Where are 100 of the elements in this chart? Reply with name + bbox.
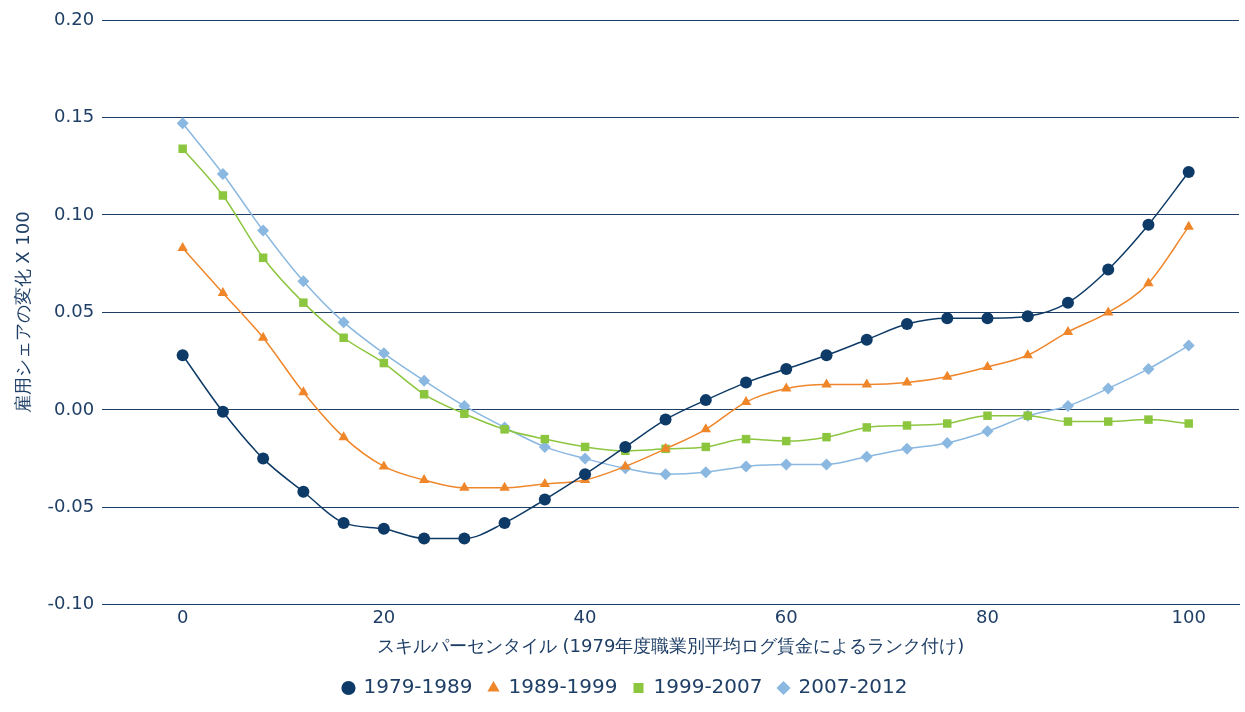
- point: [176, 349, 189, 362]
- y-tick-label: -0.10: [47, 592, 95, 614]
- point: [901, 442, 914, 455]
- point: [1061, 296, 1074, 309]
- point: [538, 493, 551, 506]
- point: [419, 390, 429, 399]
- point: [297, 275, 310, 288]
- point: [418, 474, 430, 484]
- point: [820, 349, 833, 362]
- point: [299, 298, 308, 307]
- point: [298, 386, 309, 396]
- x-tick-label: 20: [372, 606, 396, 628]
- point: [782, 436, 791, 446]
- point: [1062, 325, 1074, 335]
- point: [257, 224, 270, 237]
- point: [216, 168, 229, 180]
- point: [902, 421, 912, 430]
- point: [458, 532, 471, 545]
- point: [177, 242, 188, 252]
- point: [1061, 399, 1074, 412]
- point: [178, 144, 187, 153]
- point: [659, 468, 672, 481]
- point: [860, 450, 873, 463]
- point: [499, 481, 510, 491]
- y-tick-label: 0.05: [54, 300, 95, 322]
- point: [1021, 310, 1034, 323]
- point: [943, 419, 952, 428]
- y-axis-title: 雇用シェアの変化 X 100: [12, 211, 34, 414]
- x-axis-title: スキルパーセンタイル (1979年度職業別平均ログ賃金によるランク付け): [376, 634, 965, 656]
- point: [699, 394, 712, 407]
- point: [780, 362, 793, 375]
- point: [1143, 277, 1154, 287]
- point: [217, 286, 229, 296]
- point: [740, 396, 752, 406]
- x-tick-label: 0: [176, 606, 189, 628]
- legend-label: 1979-1989: [363, 674, 473, 699]
- point: [860, 333, 873, 346]
- point: [1142, 362, 1155, 375]
- legend-label: 1989-1999: [508, 674, 618, 699]
- point: [659, 413, 672, 426]
- point: [579, 452, 592, 465]
- point: [378, 460, 390, 470]
- point: [339, 333, 348, 342]
- point: [1022, 349, 1033, 359]
- point: [821, 378, 832, 388]
- y-tick-label: 0.00: [54, 397, 95, 419]
- point: [862, 423, 872, 432]
- point: [740, 460, 753, 473]
- point: [257, 452, 270, 465]
- point: [337, 316, 350, 329]
- point: [820, 458, 833, 471]
- point: [218, 191, 228, 200]
- point: [619, 440, 632, 453]
- point: [1063, 417, 1073, 426]
- x-tick-label: 60: [774, 606, 798, 628]
- point: [942, 370, 953, 380]
- point: [377, 347, 390, 360]
- point: [1183, 220, 1194, 230]
- point: [981, 312, 994, 325]
- point: [780, 458, 793, 471]
- y-tick-label: 0.20: [54, 7, 95, 29]
- point: [337, 516, 350, 529]
- point: [500, 425, 509, 434]
- point: [901, 318, 914, 331]
- point: [982, 360, 993, 370]
- legend-label: 1999-2007: [653, 674, 763, 699]
- point: [257, 331, 269, 341]
- point: [579, 468, 592, 481]
- point: [1102, 263, 1115, 276]
- point: [539, 477, 551, 487]
- point: [1182, 166, 1195, 179]
- y-tick-label: 0.15: [54, 105, 95, 127]
- point: [941, 437, 954, 450]
- point: [498, 516, 511, 529]
- point: [377, 522, 390, 535]
- point: [740, 376, 753, 389]
- x-tick-label: 80: [976, 606, 999, 628]
- x-tick-label: 100: [1171, 606, 1206, 628]
- point: [216, 405, 229, 418]
- point: [297, 485, 310, 498]
- x-tick-label: 40: [573, 606, 597, 628]
- point: [1182, 339, 1195, 352]
- legend-label: 2007-2012: [798, 674, 908, 699]
- y-tick-label: -0.05: [47, 495, 95, 517]
- point: [1142, 218, 1155, 231]
- point: [699, 466, 712, 479]
- point: [941, 312, 954, 325]
- point: [176, 117, 189, 130]
- point: [901, 376, 913, 386]
- point: [459, 481, 470, 491]
- point: [418, 374, 431, 387]
- point: [1184, 419, 1193, 428]
- point: [1144, 415, 1153, 424]
- y-tick-label: 0.10: [54, 202, 95, 224]
- point: [460, 409, 469, 419]
- point: [1102, 382, 1115, 395]
- point: [1103, 417, 1113, 426]
- point: [981, 425, 994, 438]
- point: [822, 432, 831, 442]
- point: [338, 431, 349, 441]
